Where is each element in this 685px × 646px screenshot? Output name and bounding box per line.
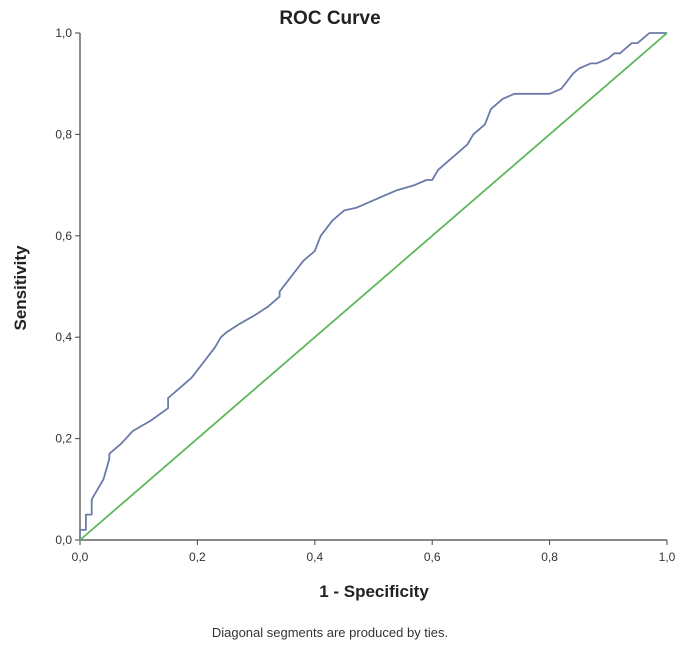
y-axis-label: Sensitivity <box>11 245 30 331</box>
x-tick-label: 1,0 <box>659 550 676 564</box>
x-axis-label: 1 - Specificity <box>319 582 429 601</box>
x-tick-label: 0,0 <box>72 550 89 564</box>
y-tick-label: 0,8 <box>55 127 72 141</box>
y-tick-label: 1,0 <box>55 26 72 40</box>
y-tick-label: 0,6 <box>55 229 72 243</box>
chart-title: ROC Curve <box>279 8 380 29</box>
chart-footnote: Diagonal segments are produced by ties. <box>212 625 448 640</box>
x-tick-label: 0,2 <box>189 550 206 564</box>
x-tick-label: 0,6 <box>424 550 441 564</box>
y-tick-label: 0,2 <box>55 432 72 446</box>
x-tick-label: 0,4 <box>306 550 323 564</box>
series-lines <box>79 32 668 541</box>
x-tick-label: 0,8 <box>541 550 558 564</box>
y-tick-label: 0,0 <box>55 533 72 547</box>
reference-line <box>79 32 668 541</box>
tick-marks: 0,0 0,2 0,4 0,6 0,8 1,0 0,0 0,2 0,4 0,6 0,8 1,0 <box>55 26 675 564</box>
roc-line <box>79 32 667 540</box>
y-tick-label: 0,4 <box>55 330 72 344</box>
axes <box>79 33 667 541</box>
